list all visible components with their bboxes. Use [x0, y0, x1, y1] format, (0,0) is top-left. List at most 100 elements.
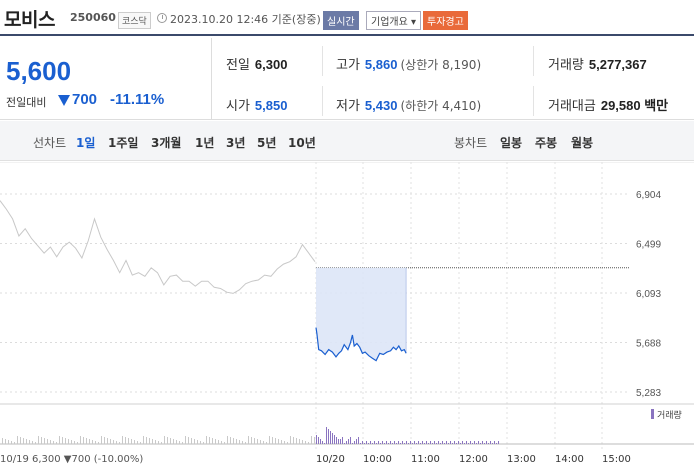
volume-bar	[354, 441, 355, 444]
volume-bar	[332, 433, 333, 444]
stat-amount: 거래대금 29,580 백만	[548, 95, 668, 114]
volume-bar	[490, 441, 491, 444]
volume-bar	[26, 439, 27, 444]
volume-bar	[143, 436, 144, 444]
volume-bar	[224, 442, 225, 444]
y-tick-label: 5,283	[636, 388, 661, 399]
volume-bar	[71, 440, 72, 444]
volume-bar	[17, 436, 18, 444]
volume-bar	[320, 439, 321, 444]
volume-bar	[350, 437, 351, 444]
stat-label: 전일	[226, 58, 250, 73]
volume-bar	[254, 438, 255, 444]
tab-1day[interactable]: 1일	[76, 136, 96, 150]
volume-bar	[338, 439, 339, 444]
y-tick-label: 6,499	[636, 240, 661, 251]
volume-bar	[322, 441, 323, 444]
tab-3years[interactable]: 3년	[226, 136, 246, 150]
volume-bar	[275, 438, 276, 444]
tab-1year[interactable]: 1년	[195, 136, 215, 150]
volume-bar	[450, 441, 451, 444]
volume-bar	[446, 441, 447, 444]
volume-bar	[454, 441, 455, 444]
upper-limit: (상한가 8,190)	[400, 58, 482, 72]
volume-bar	[32, 441, 33, 444]
volume-bar	[360, 443, 361, 444]
datetime: 2023.10.20 12:46 기준(장중)	[170, 13, 321, 26]
volume-bar	[432, 443, 433, 444]
volume-bar	[230, 437, 231, 444]
volume-bar	[412, 443, 413, 444]
x-tick-label: 12:00	[459, 454, 488, 465]
prev-day-label: 10/19 6,300 ▼700 (-10.00%)	[0, 454, 143, 465]
volume-bar	[44, 438, 45, 444]
prev-day-line	[0, 200, 316, 294]
volume-bar	[302, 440, 303, 444]
volume-bar	[442, 441, 443, 444]
price-chart[interactable]: 6,904 6,499 6,093 5,688 5,283 거래량 10/19 6,300 …	[0, 162, 694, 468]
volume-bar	[2, 438, 3, 444]
tab-10years[interactable]: 10년	[288, 136, 316, 150]
volume-bar	[340, 439, 341, 444]
volume-bar	[484, 443, 485, 444]
volume-bar	[68, 439, 69, 444]
stat-value: 5,430	[364, 98, 398, 113]
volume-bar	[348, 439, 349, 444]
volume-bar	[203, 442, 204, 444]
volume-bar	[394, 441, 395, 444]
volume-bar	[372, 443, 373, 444]
volume-bar	[194, 439, 195, 444]
volume-bar	[470, 441, 471, 444]
volume-bar	[316, 435, 317, 444]
volume-bar	[402, 441, 403, 444]
x-tick-label: 13:00	[507, 454, 536, 465]
volume-bar	[420, 443, 421, 444]
chart-tabs: 선차트 1일 1주일 3개월 1년 3년 5년 10년 봉차트 일봉 주봉 월봉	[0, 121, 694, 161]
volume-bar	[422, 441, 423, 444]
volume-bar	[438, 441, 439, 444]
price-summary: 5,600 전일대비 700 -11.11% 전일 6,300 고가 5,860 (상…	[0, 38, 694, 120]
volume-bar	[382, 441, 383, 444]
volume-bar	[107, 438, 108, 444]
volume-bar	[472, 443, 473, 444]
volume-bar	[311, 436, 312, 444]
volume-bar	[74, 441, 75, 444]
tab-3months[interactable]: 3개월	[151, 136, 182, 150]
volume-bar	[296, 438, 297, 444]
volume-bar	[101, 436, 102, 444]
volume-bar	[388, 443, 389, 444]
tab-monthly[interactable]: 월봉	[571, 136, 594, 150]
tab-1week[interactable]: 1주일	[108, 136, 139, 150]
stock-title: 모비스	[4, 9, 55, 31]
volume-bar	[260, 440, 261, 444]
volume-bar	[29, 440, 30, 444]
change-label: 전일대비	[6, 96, 47, 109]
volume-bar	[269, 436, 270, 444]
volume-bar	[281, 440, 282, 444]
divider	[533, 86, 534, 116]
volume-bar	[146, 437, 147, 444]
volume-bar	[342, 437, 343, 444]
tab-weekly[interactable]: 주봉	[535, 136, 558, 150]
volume-bar	[318, 437, 319, 444]
volume-bar	[83, 437, 84, 444]
volume-bar	[41, 437, 42, 444]
volume-bar	[236, 439, 237, 444]
volume-bar	[404, 443, 405, 444]
stat-label: 저가	[336, 99, 360, 114]
volume-bar	[221, 441, 222, 444]
volume-bar	[464, 443, 465, 444]
volume-bar	[314, 437, 315, 444]
volume-bar	[428, 443, 429, 444]
volume-bar	[218, 440, 219, 444]
tab-daily[interactable]: 일봉	[500, 136, 523, 150]
volume-bar	[20, 437, 21, 444]
volume-bar	[458, 441, 459, 444]
company-info-button[interactable]: 기업개요 ▾	[366, 11, 421, 30]
stat-value: 5,860	[364, 57, 398, 72]
realtime-button[interactable]: 실시간	[323, 11, 359, 30]
volume-bar	[392, 443, 393, 444]
volume-bar	[344, 443, 345, 444]
investment-warning-badge[interactable]: 투자경고	[423, 11, 468, 30]
tab-5years[interactable]: 5년	[257, 136, 277, 150]
